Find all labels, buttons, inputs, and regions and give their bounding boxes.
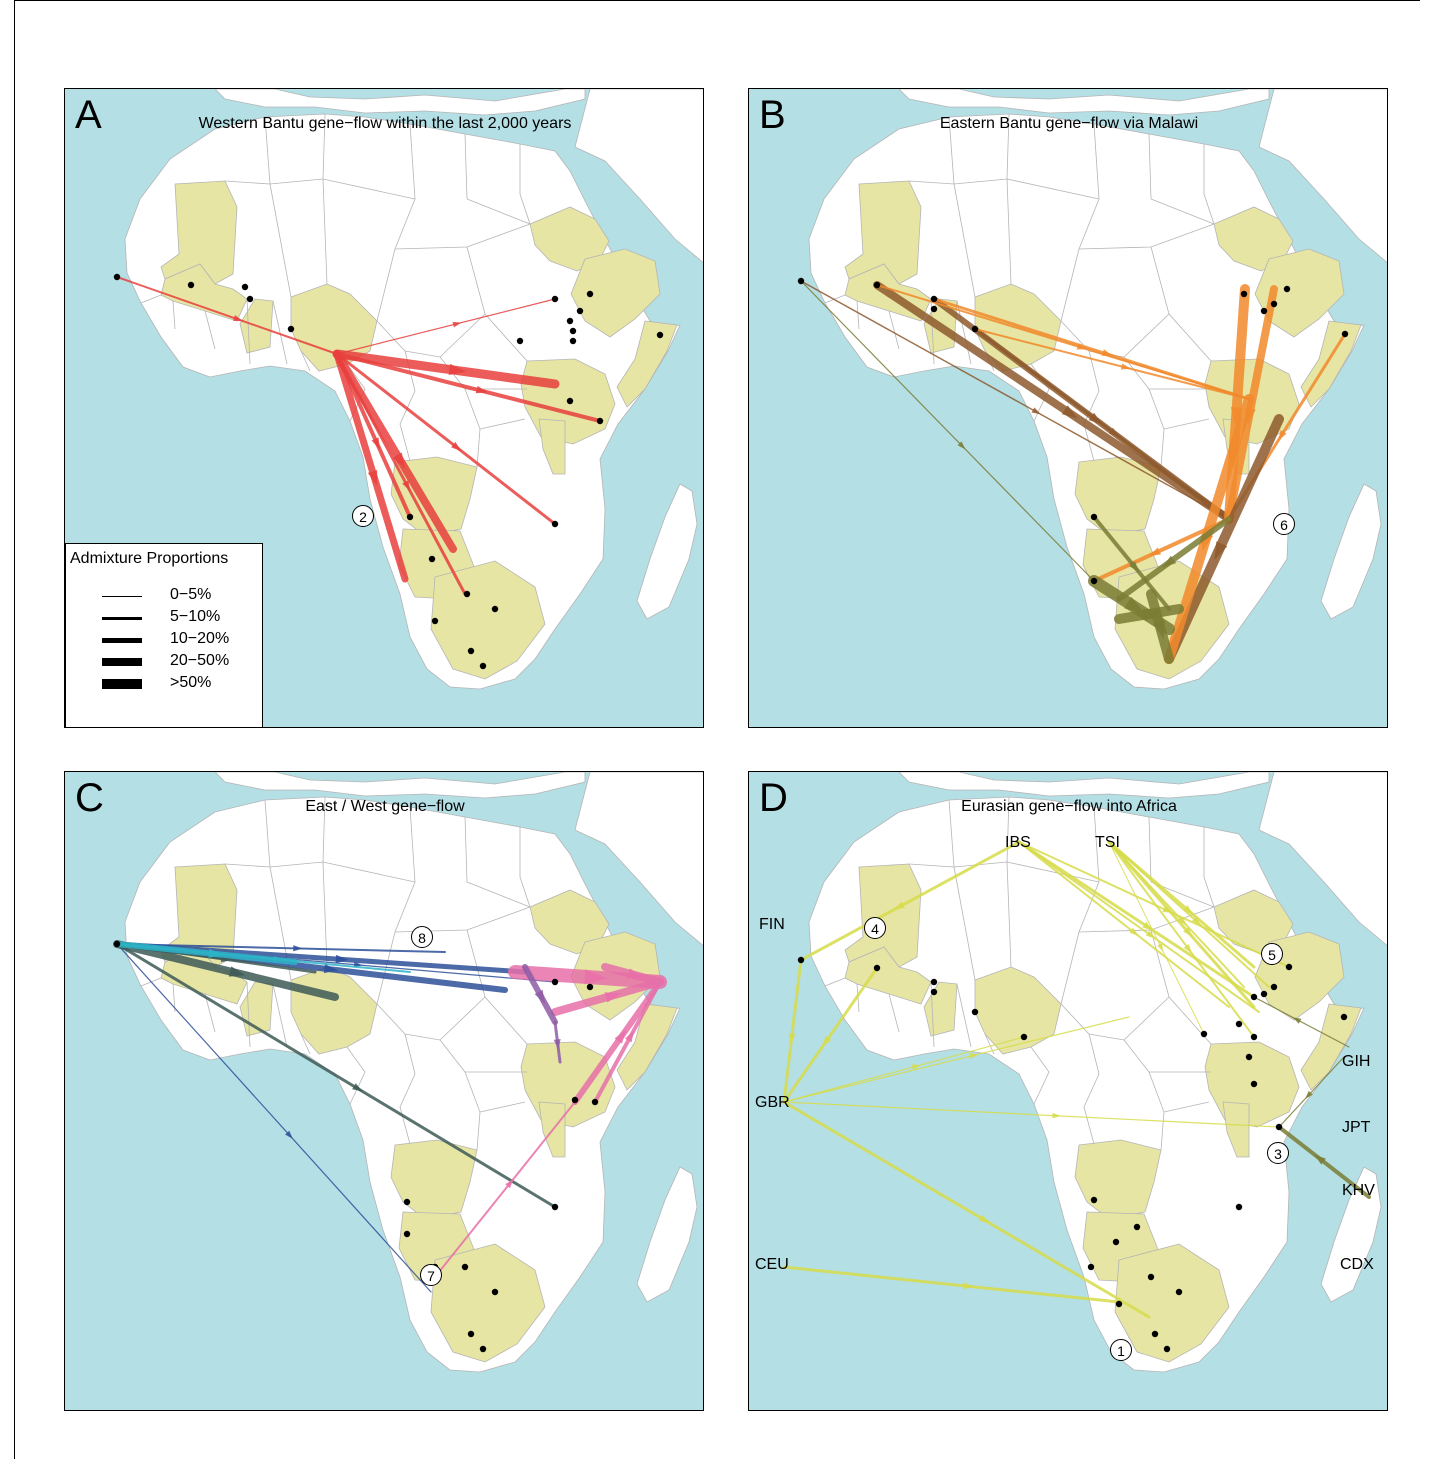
population-label: TSI — [1095, 834, 1120, 851]
legend-row: 0−5% — [102, 586, 252, 608]
population-label: CDX — [1340, 1256, 1374, 1273]
legend-title: Admixture Proportions — [70, 550, 229, 567]
panel-title: Eastern Bantu gene−flow via Malawi — [939, 115, 1199, 132]
map-b — [749, 89, 1387, 727]
panel-letter: D — [759, 776, 788, 820]
population-label: JPT — [1342, 1119, 1371, 1136]
admixture-legend: Admixture Proportions 0−5% 5−10% 10−20% … — [65, 543, 263, 727]
event-marker: 6 — [1273, 513, 1295, 535]
event-marker: 8 — [411, 926, 433, 948]
map-d — [749, 772, 1387, 1410]
map-a — [65, 89, 703, 727]
legend-row: >50% — [102, 674, 252, 696]
population-label: KHV — [1342, 1182, 1375, 1199]
event-marker: 2 — [352, 505, 374, 527]
figure-frame — [14, 0, 1420, 1459]
legend-row: 20−50% — [102, 652, 252, 674]
panel-title: East / West gene−flow — [305, 798, 465, 815]
panel-letter: C — [75, 776, 104, 820]
event-marker: 4 — [864, 917, 886, 939]
event-marker: 7 — [420, 1264, 442, 1286]
panel-b: B Eastern Bantu gene−flow via Malawi 6 — [748, 88, 1388, 728]
panel-d: D Eurasian gene−flow into Africa IBS TSI… — [748, 771, 1388, 1411]
panel-letter: A — [75, 93, 102, 137]
event-marker: 1 — [1110, 1339, 1132, 1361]
panel-title: Eurasian gene−flow into Africa — [961, 798, 1177, 815]
population-label: FIN — [759, 916, 785, 933]
panel-c: C East / West gene−flow 8 7 — [64, 771, 704, 1411]
map-c — [65, 772, 703, 1410]
legend-row: 10−20% — [102, 630, 252, 652]
event-marker: 3 — [1267, 1142, 1289, 1164]
panel-title: Western Bantu gene−flow within the last … — [198, 115, 572, 132]
panel-letter: B — [759, 93, 786, 137]
population-label: GBR — [755, 1094, 790, 1111]
panel-a: A Western Bantu gene−flow within the las… — [64, 88, 704, 728]
population-label: GIH — [1342, 1053, 1371, 1070]
legend-row: 5−10% — [102, 608, 252, 630]
event-marker: 5 — [1261, 943, 1283, 965]
population-label: CEU — [755, 1256, 789, 1273]
population-label: IBS — [1005, 834, 1031, 851]
